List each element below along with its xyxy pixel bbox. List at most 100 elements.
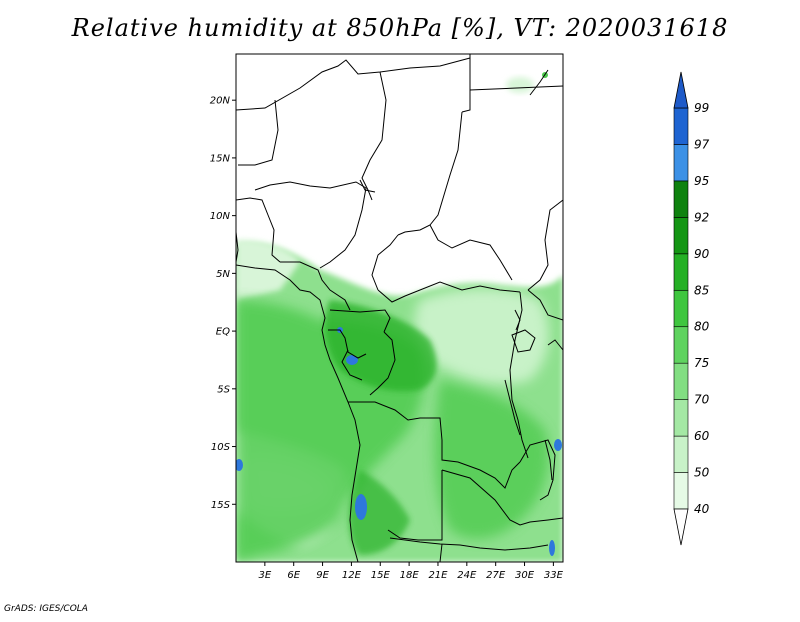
coast-segment [236,231,239,263]
wet-core-angola [348,470,410,555]
map-title: Relative humidity at 850hPa [%], VT: 202… [71,14,729,42]
lon-tick-label: 15E [371,570,391,581]
colorbar-label: 60 [694,429,710,443]
border-line [509,291,529,459]
border-line [397,111,463,236]
border-line [319,187,367,269]
border-line [547,339,563,351]
border-line [371,234,399,291]
border-line [236,197,281,263]
colorbar-segment [673,144,689,182]
light-patch-west [236,239,300,300]
lat-tick-label: 10S [211,442,231,453]
lat-tick-label: 5S [217,384,230,395]
saturated-spot [554,439,562,451]
lon-tick-label: 30E [515,570,535,581]
longitude-axis: 3E 6E 9E 12E 15E 18E 21E 24E 27E 30E 33E [259,562,564,581]
colorbar-label: 99 [694,101,709,115]
border-line [527,199,563,291]
lon-tick-label: 21E [428,570,448,581]
saturated-spot [355,494,367,520]
colorbar-segment [673,107,689,145]
lake-chad [359,179,376,193]
border-line [387,470,443,541]
colorbar-label: 90 [694,247,710,261]
colorbar-segment [673,180,689,218]
country-boundaries [236,54,563,562]
colorbar-label: 50 [694,466,710,480]
border-line [254,181,367,191]
lake-victoria [511,329,536,353]
colorbar-segment [673,362,689,400]
colorbar-segment [673,253,689,291]
lon-tick-label: 33E [544,570,564,581]
colorbar-segment [673,399,689,437]
lake-albert [514,309,521,331]
atlantic-coast [236,264,361,562]
lake-tanganyika [504,379,521,436]
colorbar: 40 50 60 70 75 80 85 90 92 95 97 99 [673,71,710,546]
colorbar-label: 95 [694,174,709,188]
colorbar-label: 92 [694,210,709,224]
humidity-field [236,54,563,562]
border-line [328,329,367,359]
lat-tick-label: 5N [216,269,230,280]
nile-coast [529,69,549,96]
light-patch-north [506,77,534,93]
lon-tick-label: 9E [316,570,329,581]
border-line [519,439,556,501]
colorbar-top-arrow [673,71,689,109]
border-line [469,85,563,91]
border-line [441,469,563,526]
lon-tick-label: 3E [259,570,272,581]
border-line [236,57,471,111]
colorbar-segment [673,217,689,255]
lake-malawi [544,439,553,481]
colorbar-label: 97 [694,137,710,151]
border-line [527,289,563,321]
colorbar-segment [673,289,689,328]
saturated-spot [236,459,243,471]
colorbar-bottom-arrow [673,508,689,546]
light-patch-east [414,288,549,384]
lon-tick-label: 27E [486,570,506,581]
wet-core-congo [324,300,437,392]
colorbar-segment [673,435,689,473]
credit-text: GrADS: IGES/COLA [4,604,88,614]
border-line [389,537,549,551]
lat-tick-label: EQ [216,327,230,338]
moist-core-east [434,380,549,539]
saturated-spot [549,540,555,556]
colorbar-label: 85 [694,283,709,297]
border-line [429,224,513,281]
lon-tick-label: 12E [342,570,362,581]
border-line [348,401,521,489]
colorbar-label: 75 [694,356,709,370]
coastline [236,69,553,562]
colorbar-segment [673,472,689,510]
border-line [329,309,391,333]
border-line [361,71,387,201]
border-line [369,331,396,396]
saturated-spot [346,355,358,365]
lat-tick-label: 20N [210,96,231,107]
lon-tick-label: 24E [457,570,477,581]
border-line [341,349,363,381]
latitude-axis: 20N 15N 10N 5N EQ 5S 10S 15S [210,96,236,511]
colorbar-label: 40 [694,502,710,516]
border-line [461,54,471,113]
lat-tick-label: 15S [211,500,231,511]
lon-tick-label: 18E [400,570,420,581]
border-line [377,281,521,303]
border-line [280,261,351,311]
lon-tick-label: 6E [287,570,300,581]
border-line [238,99,279,166]
border-line [439,543,443,562]
lat-tick-label: 15N [210,153,231,164]
colorbar-label: 80 [694,320,710,334]
colorbar-segment [673,326,689,364]
lat-tick-label: 10N [210,211,231,222]
colorbar-label: 70 [694,393,710,407]
